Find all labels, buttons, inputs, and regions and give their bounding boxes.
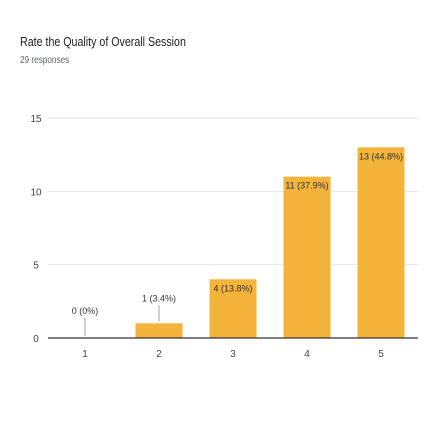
bar xyxy=(357,147,405,338)
y-tick-label: 0 xyxy=(33,334,39,345)
bar xyxy=(283,176,331,338)
bar xyxy=(135,323,183,338)
data-label: 0 (0%) xyxy=(72,306,99,316)
y-tick-label: 5 xyxy=(33,261,39,272)
x-tick-label: 1 xyxy=(82,349,88,360)
data-label: 4 (13.8%) xyxy=(213,283,252,293)
data-label: 13 (44.8%) xyxy=(359,151,403,161)
x-tick-label: 5 xyxy=(378,349,384,360)
data-label: 1 (3.4%) xyxy=(142,293,176,303)
data-label: 11 (37.9%) xyxy=(285,181,328,191)
y-tick-label: 10 xyxy=(30,187,42,198)
x-tick-label: 2 xyxy=(156,349,162,360)
y-tick-label: 15 xyxy=(30,114,42,125)
response-count: 29 responses xyxy=(20,55,70,66)
x-tick-label: 4 xyxy=(304,349,310,360)
x-tick-label: 3 xyxy=(230,349,236,360)
bar xyxy=(209,279,257,338)
chart-title: Rate the Quality of Overall Session xyxy=(20,34,186,49)
